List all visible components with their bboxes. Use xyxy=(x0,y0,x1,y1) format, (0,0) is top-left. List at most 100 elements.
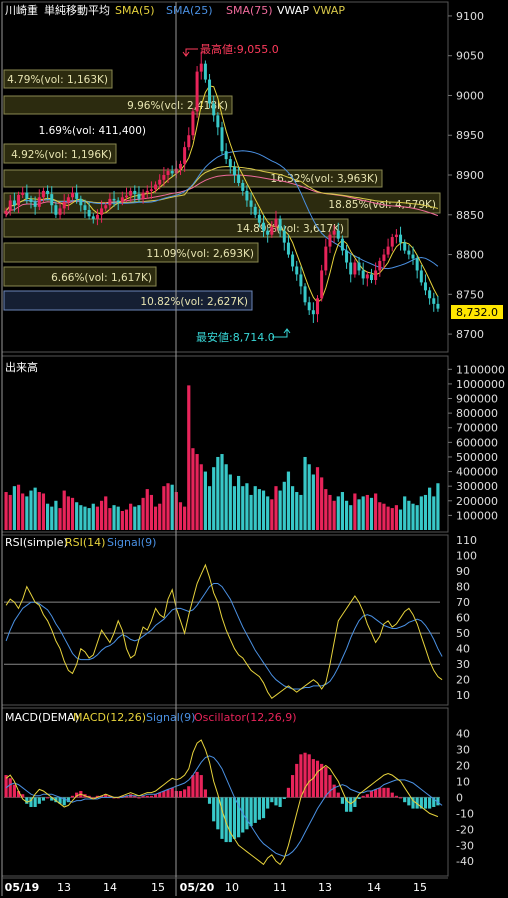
macd-oscillator-bar xyxy=(332,784,336,798)
macd-oscillator-bar xyxy=(112,797,116,799)
candle-body xyxy=(62,202,66,209)
rsi-axis: 10 20 30 40 50 60 70 80 90 100 110 xyxy=(456,534,477,702)
macd-oscillator-bar xyxy=(170,787,174,798)
volume-tick-label: 600000 xyxy=(456,436,498,449)
macd-oscillator-bar xyxy=(411,797,415,809)
candle-body xyxy=(249,200,253,207)
volume-bar xyxy=(344,500,349,530)
macd-oscillator-bar xyxy=(403,797,407,803)
macd-oscillator-bar xyxy=(220,797,224,839)
volume-bar xyxy=(124,509,129,530)
macd-oscillator-bar xyxy=(41,797,46,801)
macd-oscillator-bar xyxy=(428,797,432,809)
rsi-tick-label: 70 xyxy=(456,596,470,609)
candle-body xyxy=(237,175,241,183)
candle-body xyxy=(328,234,332,247)
candle-body xyxy=(33,202,37,207)
macd-legend-signal: Signal(9) xyxy=(146,711,195,724)
volume-bar xyxy=(403,496,407,530)
rsi-signal-line xyxy=(5,583,443,690)
candle-body xyxy=(4,210,8,214)
macd-oscillator-bar xyxy=(232,797,237,839)
volume-bar xyxy=(166,483,170,530)
macd-oscillator-bar xyxy=(328,775,332,798)
rsi-tick-label: 110 xyxy=(456,534,477,547)
macd-oscillator-bar xyxy=(315,760,320,798)
volume-profile-box xyxy=(3,266,157,287)
macd-line xyxy=(5,739,439,866)
macd-oscillator-bar xyxy=(320,763,324,798)
macd-oscillator-bar xyxy=(290,775,295,798)
volume-bar xyxy=(75,502,79,530)
candle-body xyxy=(208,79,212,104)
macd-oscillator-bar xyxy=(87,795,91,798)
macd-oscillator-bar xyxy=(133,795,137,798)
volume-bar xyxy=(390,508,394,530)
macd-oscillator-bar xyxy=(166,789,170,798)
volume-bar xyxy=(66,496,70,530)
volume-tick-label: 1000000 xyxy=(456,378,505,391)
volume-bar xyxy=(336,496,340,530)
volume-profile-label: 11.09%(vol: 2,693K) xyxy=(146,248,254,260)
candle-body xyxy=(241,182,245,191)
macd-oscillator-bar xyxy=(369,791,374,798)
candle-body xyxy=(8,200,12,211)
rsi-legend-title: RSI(simple) xyxy=(5,536,68,549)
macd-oscillator-bar xyxy=(390,792,394,798)
volume-bar xyxy=(311,474,315,530)
macd-oscillator-bar xyxy=(382,787,386,798)
candle-body xyxy=(436,303,440,309)
candle-body xyxy=(399,234,403,243)
macd-oscillator-bar xyxy=(378,787,382,798)
macd-oscillator-bar xyxy=(249,797,253,827)
volume-bar xyxy=(54,500,58,530)
volume-profile-label: 9.96%(vol: 2,418K) xyxy=(127,100,228,112)
volume-bar xyxy=(378,502,382,530)
volume-bar xyxy=(203,471,207,530)
macd-oscillator-bar xyxy=(398,797,403,799)
macd-oscillator-bar xyxy=(183,789,187,798)
price-tick-label: 9100 xyxy=(456,10,484,23)
volume-profile-box xyxy=(3,192,441,214)
macd-oscillator-bar xyxy=(261,797,266,819)
x-tick-label: 05/20 xyxy=(180,881,215,894)
volume-profile-label: 16.32%(vol: 3,963K) xyxy=(270,173,378,185)
macd-oscillator-bar xyxy=(91,797,95,799)
volume-bar xyxy=(21,493,25,530)
volume-bar xyxy=(149,494,154,530)
volume-tick-label: 500000 xyxy=(456,451,498,464)
candle-body xyxy=(253,206,257,215)
macd-oscillator-bar xyxy=(75,792,79,798)
macd-tick-label: 0 xyxy=(456,791,463,804)
volume-tick-label: 900000 xyxy=(456,393,498,406)
candle-body xyxy=(415,258,419,271)
macd-legend-oscillator: Oscillator(12,26,9) xyxy=(194,711,296,724)
x-tick-label: 14 xyxy=(367,881,381,894)
volume-profile-label: 1.69%(vol: 411,400) xyxy=(39,125,146,137)
volume-bar xyxy=(299,494,303,530)
candle-body xyxy=(382,254,386,261)
price-tick-label: 8800 xyxy=(456,249,484,262)
macd-oscillator-bar xyxy=(349,797,353,812)
price-tick-label: 8850 xyxy=(456,209,484,222)
volume-bar xyxy=(303,456,307,530)
sma75-line xyxy=(5,174,439,217)
macd-oscillator-bar xyxy=(303,752,307,798)
price-tick-label: 8750 xyxy=(456,288,484,301)
macd-oscillator-bar xyxy=(432,797,436,807)
candle-body xyxy=(286,242,290,255)
candle-body xyxy=(87,210,91,217)
volume-bar xyxy=(87,508,91,530)
candle-body xyxy=(120,197,124,203)
candle-body xyxy=(191,111,195,136)
candle-body xyxy=(50,194,54,206)
macd-oscillator-bar xyxy=(66,797,70,803)
volume-tick-label: 1100000 xyxy=(456,363,505,376)
candle-body xyxy=(378,260,382,271)
legend-sma25: SMA(25) xyxy=(166,4,213,17)
volume-bar xyxy=(137,505,141,530)
volume-bar xyxy=(307,464,311,530)
rsi-tick-label: 10 xyxy=(456,689,470,702)
candle-body xyxy=(340,238,344,251)
volume-bar xyxy=(41,493,46,530)
